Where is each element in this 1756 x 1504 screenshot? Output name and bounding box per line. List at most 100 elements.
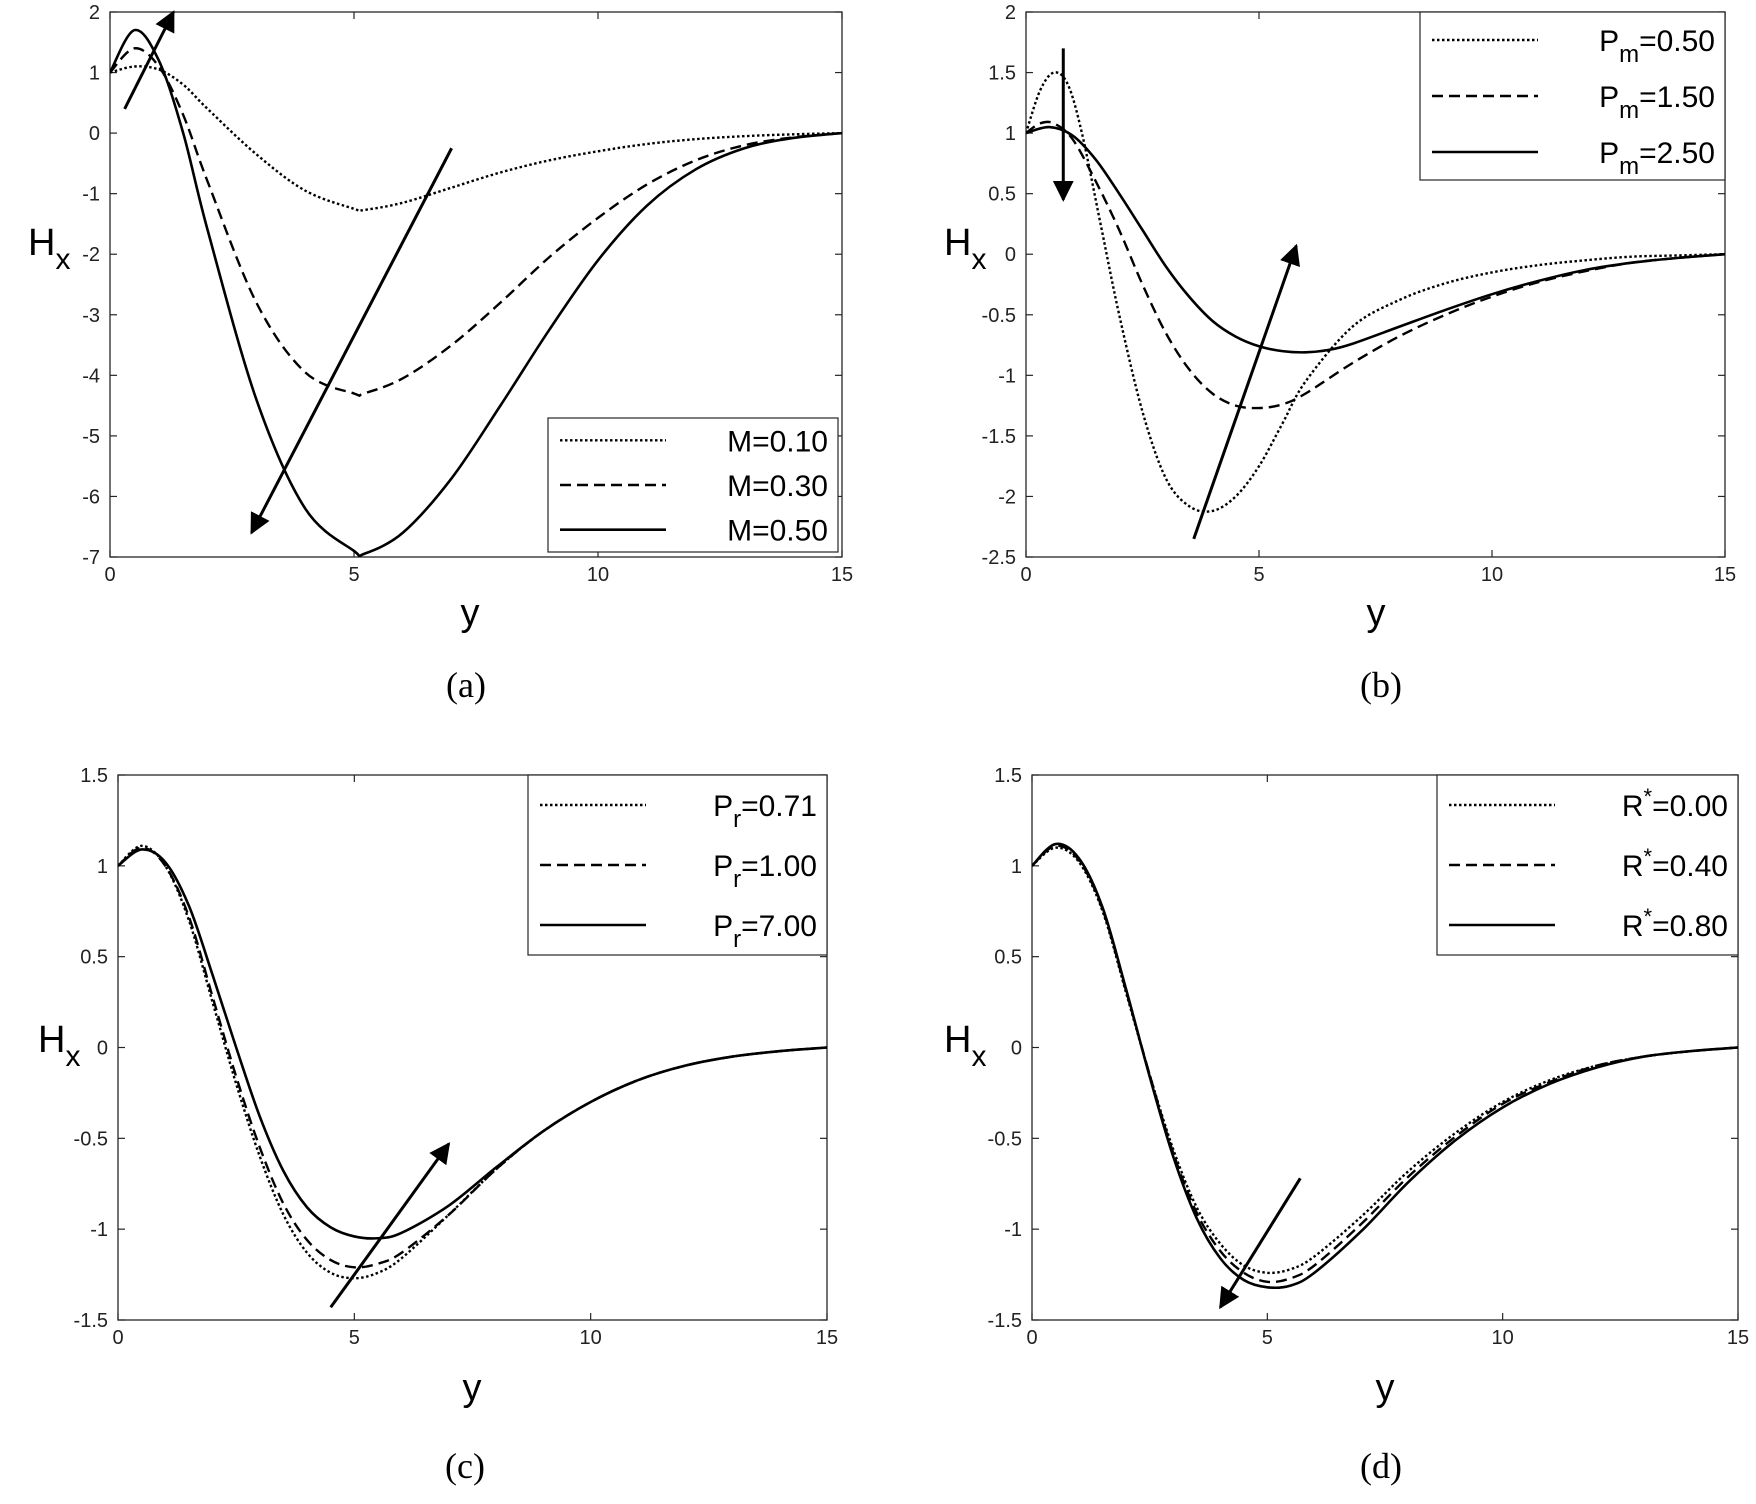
y-tick-label: 1.5 xyxy=(988,63,1016,85)
legend-label-sub: m xyxy=(1619,153,1639,180)
legend-label-tail: =0.80 xyxy=(1652,910,1728,943)
legend-label-main: R xyxy=(1622,850,1644,883)
panel-a: (a) 0 5 10 15210-1-2-3-4-5-6-7HxyM=0.10M=0.… xyxy=(28,2,853,705)
legend-entry: Pr=7.00 xyxy=(713,910,817,953)
caption-d: (d) xyxy=(1360,1446,1402,1486)
series-line-dashed xyxy=(118,846,827,1269)
legend-label-main: P xyxy=(713,790,733,823)
y-tick-label: -5 xyxy=(82,426,100,448)
y-axis-label-main: H xyxy=(28,222,55,264)
trend-arrow xyxy=(123,10,175,110)
legend-label-sup: * xyxy=(1644,784,1653,809)
x-tick-label: 10 xyxy=(587,564,609,586)
panel-d: (d) 0 5 10 151.510.50-0.5-1-1.5HxyR*=0.00R*… xyxy=(944,765,1749,1486)
legend-label-main: R xyxy=(1622,910,1644,943)
plot-area xyxy=(1025,11,1726,558)
legend-entry: Pm=1.50 xyxy=(1599,81,1715,124)
y-tick-label: 1 xyxy=(1005,123,1016,145)
legend-entry: R*=0.00 xyxy=(1622,784,1728,823)
legend-label-tail: =1.50 xyxy=(1639,81,1715,114)
legend-entry: R*=0.40 xyxy=(1622,844,1728,883)
legend-label-main: M=0.30 xyxy=(727,470,828,503)
y-tick-label: -1.5 xyxy=(74,1310,108,1332)
y-tick-label: 2 xyxy=(1005,2,1016,24)
x-tick-label: 0 xyxy=(1026,1327,1037,1349)
y-axis-label-main: H xyxy=(944,222,971,264)
y-axis-label: Hx xyxy=(944,222,986,276)
legend-label-tail: =2.50 xyxy=(1639,137,1715,170)
y-tick-label: 1 xyxy=(89,63,100,85)
x-axis-label: y xyxy=(1367,592,1386,634)
y-tick-label: -0.5 xyxy=(982,305,1016,327)
panel-b: (b) 0 5 10 15 2 1.5 1 0.5 0 -0.5 -1 -1.5 -2 -2.5 Hx y Pm… xyxy=(944,2,1736,705)
series-line-solid xyxy=(1032,842,1738,1290)
legend-entry: M=0.30 xyxy=(727,470,828,503)
y-axis-label: Hx xyxy=(38,1019,80,1073)
series-line-solid xyxy=(118,848,827,1240)
y-tick-label: -1 xyxy=(90,1219,108,1241)
legend-entry: Pm=0.50 xyxy=(1599,25,1715,68)
y-tick-label: 1 xyxy=(1011,856,1022,878)
y-axis-label-main: H xyxy=(38,1019,65,1061)
x-tick-label: 10 xyxy=(1481,564,1503,586)
series-line-solid xyxy=(110,28,842,557)
legend-label-sub: m xyxy=(1619,97,1639,124)
x-tick-label: 0 xyxy=(1020,564,1031,586)
x-tick-label: 0 xyxy=(104,564,115,586)
y-tick-label: -6 xyxy=(82,486,100,508)
caption-b: (b) xyxy=(1360,665,1402,705)
y-axis-label: Hx xyxy=(28,222,70,276)
y-tick-label: -4 xyxy=(82,365,100,387)
series-line-solid xyxy=(1026,125,1725,354)
x-tick-label: 0 xyxy=(112,1327,123,1349)
series-line-dotted xyxy=(110,65,842,213)
x-tick-label: 5 xyxy=(349,1327,360,1349)
legend-entry: Pr=1.00 xyxy=(713,850,817,893)
y-tick-label: 0 xyxy=(97,1038,108,1060)
legend-label-main: P xyxy=(1599,137,1619,170)
y-tick-label: -2 xyxy=(998,486,1016,508)
legend-label-main: P xyxy=(713,910,733,943)
legend-label-sub: r xyxy=(733,806,741,833)
trend-arrow xyxy=(1192,243,1300,540)
y-tick-label: -1 xyxy=(998,365,1016,387)
legend-label-sub: r xyxy=(733,866,741,893)
y-tick-label: 2 xyxy=(89,2,100,24)
legend-label-tail: =1.00 xyxy=(741,850,817,883)
y-tick-label: 0 xyxy=(1011,1038,1022,1060)
legend-label-sub: m xyxy=(1619,41,1639,68)
caption-c: (c) xyxy=(445,1446,485,1486)
legend-entry: R*=0.80 xyxy=(1622,904,1728,943)
y-tick-label: -0.5 xyxy=(988,1128,1022,1150)
y-tick-label: 0 xyxy=(1005,244,1016,266)
y-tick-label: 1.5 xyxy=(80,765,108,787)
x-tick-label: 10 xyxy=(580,1327,602,1349)
x-tick-label: 15 xyxy=(816,1327,838,1349)
y-axis-label-sub: x xyxy=(971,1040,986,1073)
y-axis-label-sub: x xyxy=(971,243,986,276)
x-tick-label: 5 xyxy=(1262,1327,1273,1349)
y-tick-label: 0.5 xyxy=(988,184,1016,206)
legend-label-tail: =0.40 xyxy=(1652,850,1728,883)
legend-label-tail: =0.50 xyxy=(1639,25,1715,58)
x-tick-label: 10 xyxy=(1492,1327,1514,1349)
y-axis-label-sub: x xyxy=(55,243,70,276)
legend-label-sup: * xyxy=(1644,844,1653,869)
legend-label-tail: =0.71 xyxy=(741,790,817,823)
legend-label-sub: r xyxy=(733,926,741,953)
y-tick-label: -0.5 xyxy=(74,1128,108,1150)
y-tick-label: -1.5 xyxy=(982,426,1016,448)
legend-entry: M=0.50 xyxy=(727,515,828,548)
y-tick-label: 0.5 xyxy=(994,947,1022,969)
y-axis-label-sub: x xyxy=(65,1040,80,1073)
y-tick-label: -7 xyxy=(82,547,100,569)
y-tick-label: 1 xyxy=(97,856,108,878)
trend-arrow xyxy=(1218,1177,1302,1310)
y-tick-label: -1.5 xyxy=(988,1310,1022,1332)
x-axis-label: y xyxy=(1376,1367,1395,1409)
x-tick-label: 15 xyxy=(1714,564,1736,586)
legend-label-main: P xyxy=(1599,25,1619,58)
x-tick-label: 15 xyxy=(831,564,853,586)
y-tick-label: -3 xyxy=(82,305,100,327)
